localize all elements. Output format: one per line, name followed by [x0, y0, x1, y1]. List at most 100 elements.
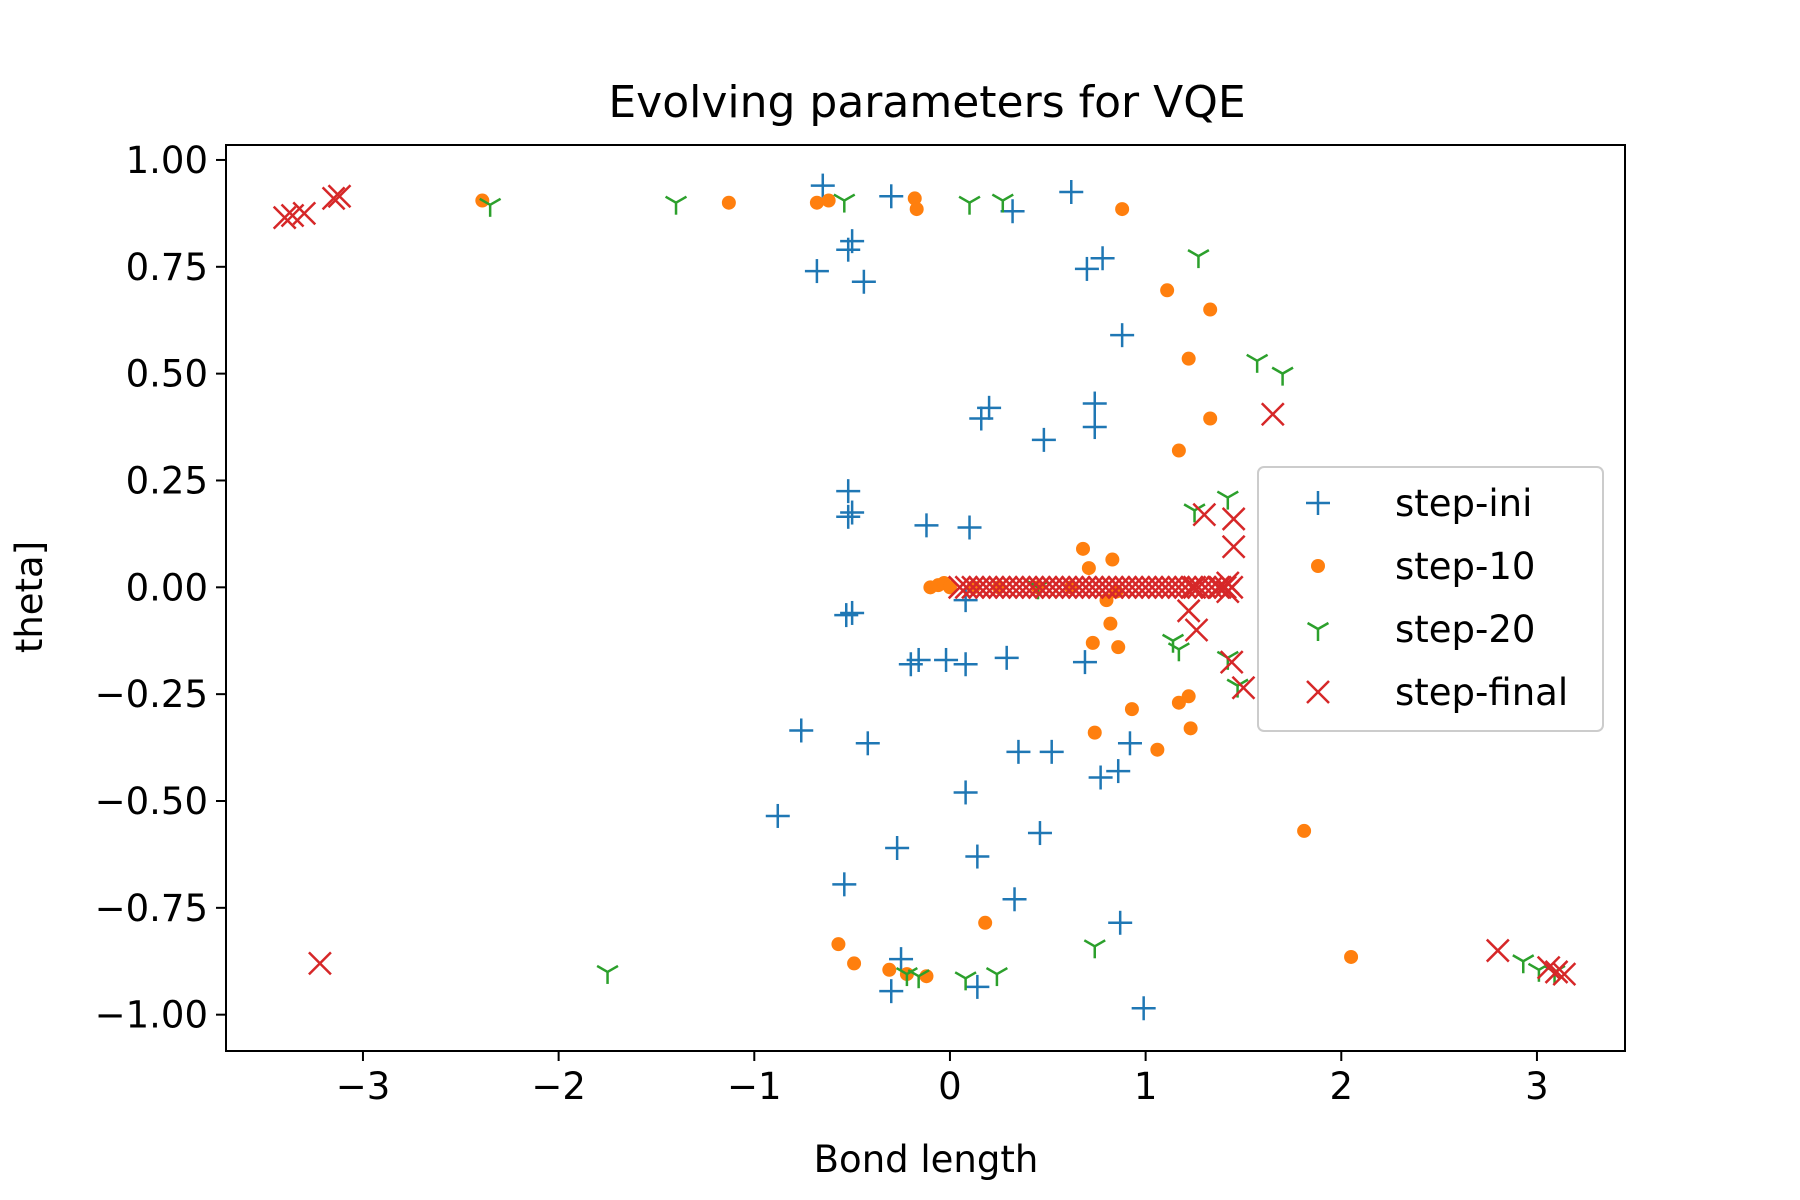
- data-point: [934, 647, 959, 672]
- x-tick-label: 2: [1330, 1065, 1354, 1108]
- data-point: [1002, 887, 1027, 912]
- data-point: [1181, 689, 1196, 704]
- legend: step-ini step-10 step-20 step-final: [1257, 466, 1604, 732]
- y-tick-label: 0.25: [126, 459, 208, 502]
- data-point: [879, 979, 904, 1004]
- data-point: [1087, 725, 1102, 740]
- x-tick-label: −3: [336, 1065, 391, 1108]
- data-point: [1081, 561, 1096, 576]
- data-point: [1231, 675, 1256, 700]
- data-point: [1203, 302, 1218, 317]
- data-point: [957, 515, 982, 540]
- data-point: [1221, 534, 1246, 559]
- data-point: [1552, 962, 1577, 986]
- data-point: [889, 947, 914, 972]
- data-point: [1106, 759, 1131, 784]
- x-tick-label: −1: [727, 1065, 782, 1108]
- data-point: [1271, 366, 1294, 386]
- data-point: [958, 195, 981, 215]
- plot-area: [272, 173, 1577, 1021]
- data-point: [1124, 702, 1139, 717]
- data-point: [1039, 739, 1064, 764]
- data-point: [965, 844, 990, 869]
- legend-marker-step-20: [1306, 621, 1330, 641]
- chart-title: Evolving parameters for VQE: [608, 77, 1245, 128]
- data-point: [809, 195, 824, 210]
- data-point: [832, 872, 857, 897]
- series-step-final: [272, 184, 1577, 986]
- series-step-20: [479, 193, 1566, 991]
- data-point: [1183, 721, 1198, 736]
- data-point: [909, 202, 924, 217]
- data-point: [721, 195, 736, 210]
- data-point: [1115, 202, 1130, 217]
- data-point: [821, 193, 836, 208]
- data-point: [1213, 575, 1237, 600]
- data-point: [855, 731, 880, 756]
- data-point: [1344, 949, 1359, 964]
- data-point: [1083, 939, 1106, 959]
- data-point: [479, 197, 502, 217]
- data-point: [1544, 960, 1569, 984]
- data-point: [1085, 635, 1100, 650]
- data-point: [847, 956, 862, 971]
- data-point: [953, 652, 978, 677]
- data-point: [1006, 739, 1031, 764]
- data-point: [1108, 910, 1133, 935]
- data-point: [1260, 402, 1285, 427]
- data-point: [954, 971, 977, 991]
- data-point: [831, 937, 846, 952]
- data-point: [1167, 642, 1190, 662]
- data-point: [840, 600, 865, 625]
- data-point: [1150, 742, 1165, 757]
- data-point: [907, 969, 930, 989]
- data-point: [1183, 503, 1206, 523]
- y-tick-label: 0.50: [126, 353, 208, 396]
- legend-marker-step-ini: [1306, 491, 1330, 515]
- data-point: [836, 479, 861, 504]
- data-point: [1131, 996, 1156, 1021]
- data-point: [1082, 391, 1107, 416]
- data-point: [1171, 443, 1186, 458]
- data-point: [810, 173, 835, 198]
- data-point: [789, 718, 814, 743]
- legend-marker-step-final: [1306, 680, 1330, 704]
- data-point: [1485, 938, 1510, 963]
- data-point: [1536, 955, 1561, 980]
- data-point: [906, 647, 931, 672]
- data-point: [1103, 616, 1118, 631]
- y-axis: 1.00 0.75 0.50 0.25 0.00 −0.25 −0.50 −0.75 −1.00: [95, 139, 226, 1037]
- data-point: [991, 193, 1014, 213]
- y-tick-label: −0.50: [95, 780, 208, 823]
- axes-frame: [225, 144, 1626, 1052]
- data-point: [1216, 490, 1239, 510]
- data-point: [1000, 199, 1025, 224]
- data-point: [1117, 731, 1142, 756]
- legend-label-step-20: step-20: [1395, 608, 1535, 651]
- y-axis-label: theta]: [8, 541, 51, 653]
- data-point: [1181, 351, 1196, 366]
- data-point: [308, 951, 332, 976]
- data-point: [1512, 954, 1535, 974]
- data-point: [1184, 618, 1209, 642]
- x-tick-label: 0: [938, 1065, 962, 1108]
- data-point: [1297, 823, 1312, 838]
- data-point: [1187, 249, 1210, 269]
- data-point: [885, 836, 910, 861]
- y-tick-label: 0.00: [126, 566, 208, 609]
- y-tick-label: −0.75: [95, 887, 208, 930]
- data-point: [907, 191, 922, 206]
- data-point: [1090, 246, 1115, 271]
- data-point: [833, 193, 856, 213]
- data-point: [840, 500, 865, 525]
- data-point: [1221, 507, 1246, 531]
- data-point: [1082, 415, 1107, 440]
- data-point: [1192, 502, 1217, 527]
- data-point: [1219, 575, 1244, 600]
- legend-label-step-final: step-final: [1395, 671, 1568, 714]
- x-axis: −3 −2 −1 0 1 2 3: [336, 1051, 1549, 1108]
- data-point: [1074, 256, 1099, 281]
- data-point: [1203, 411, 1218, 426]
- y-tick-label: 0.75: [126, 246, 208, 289]
